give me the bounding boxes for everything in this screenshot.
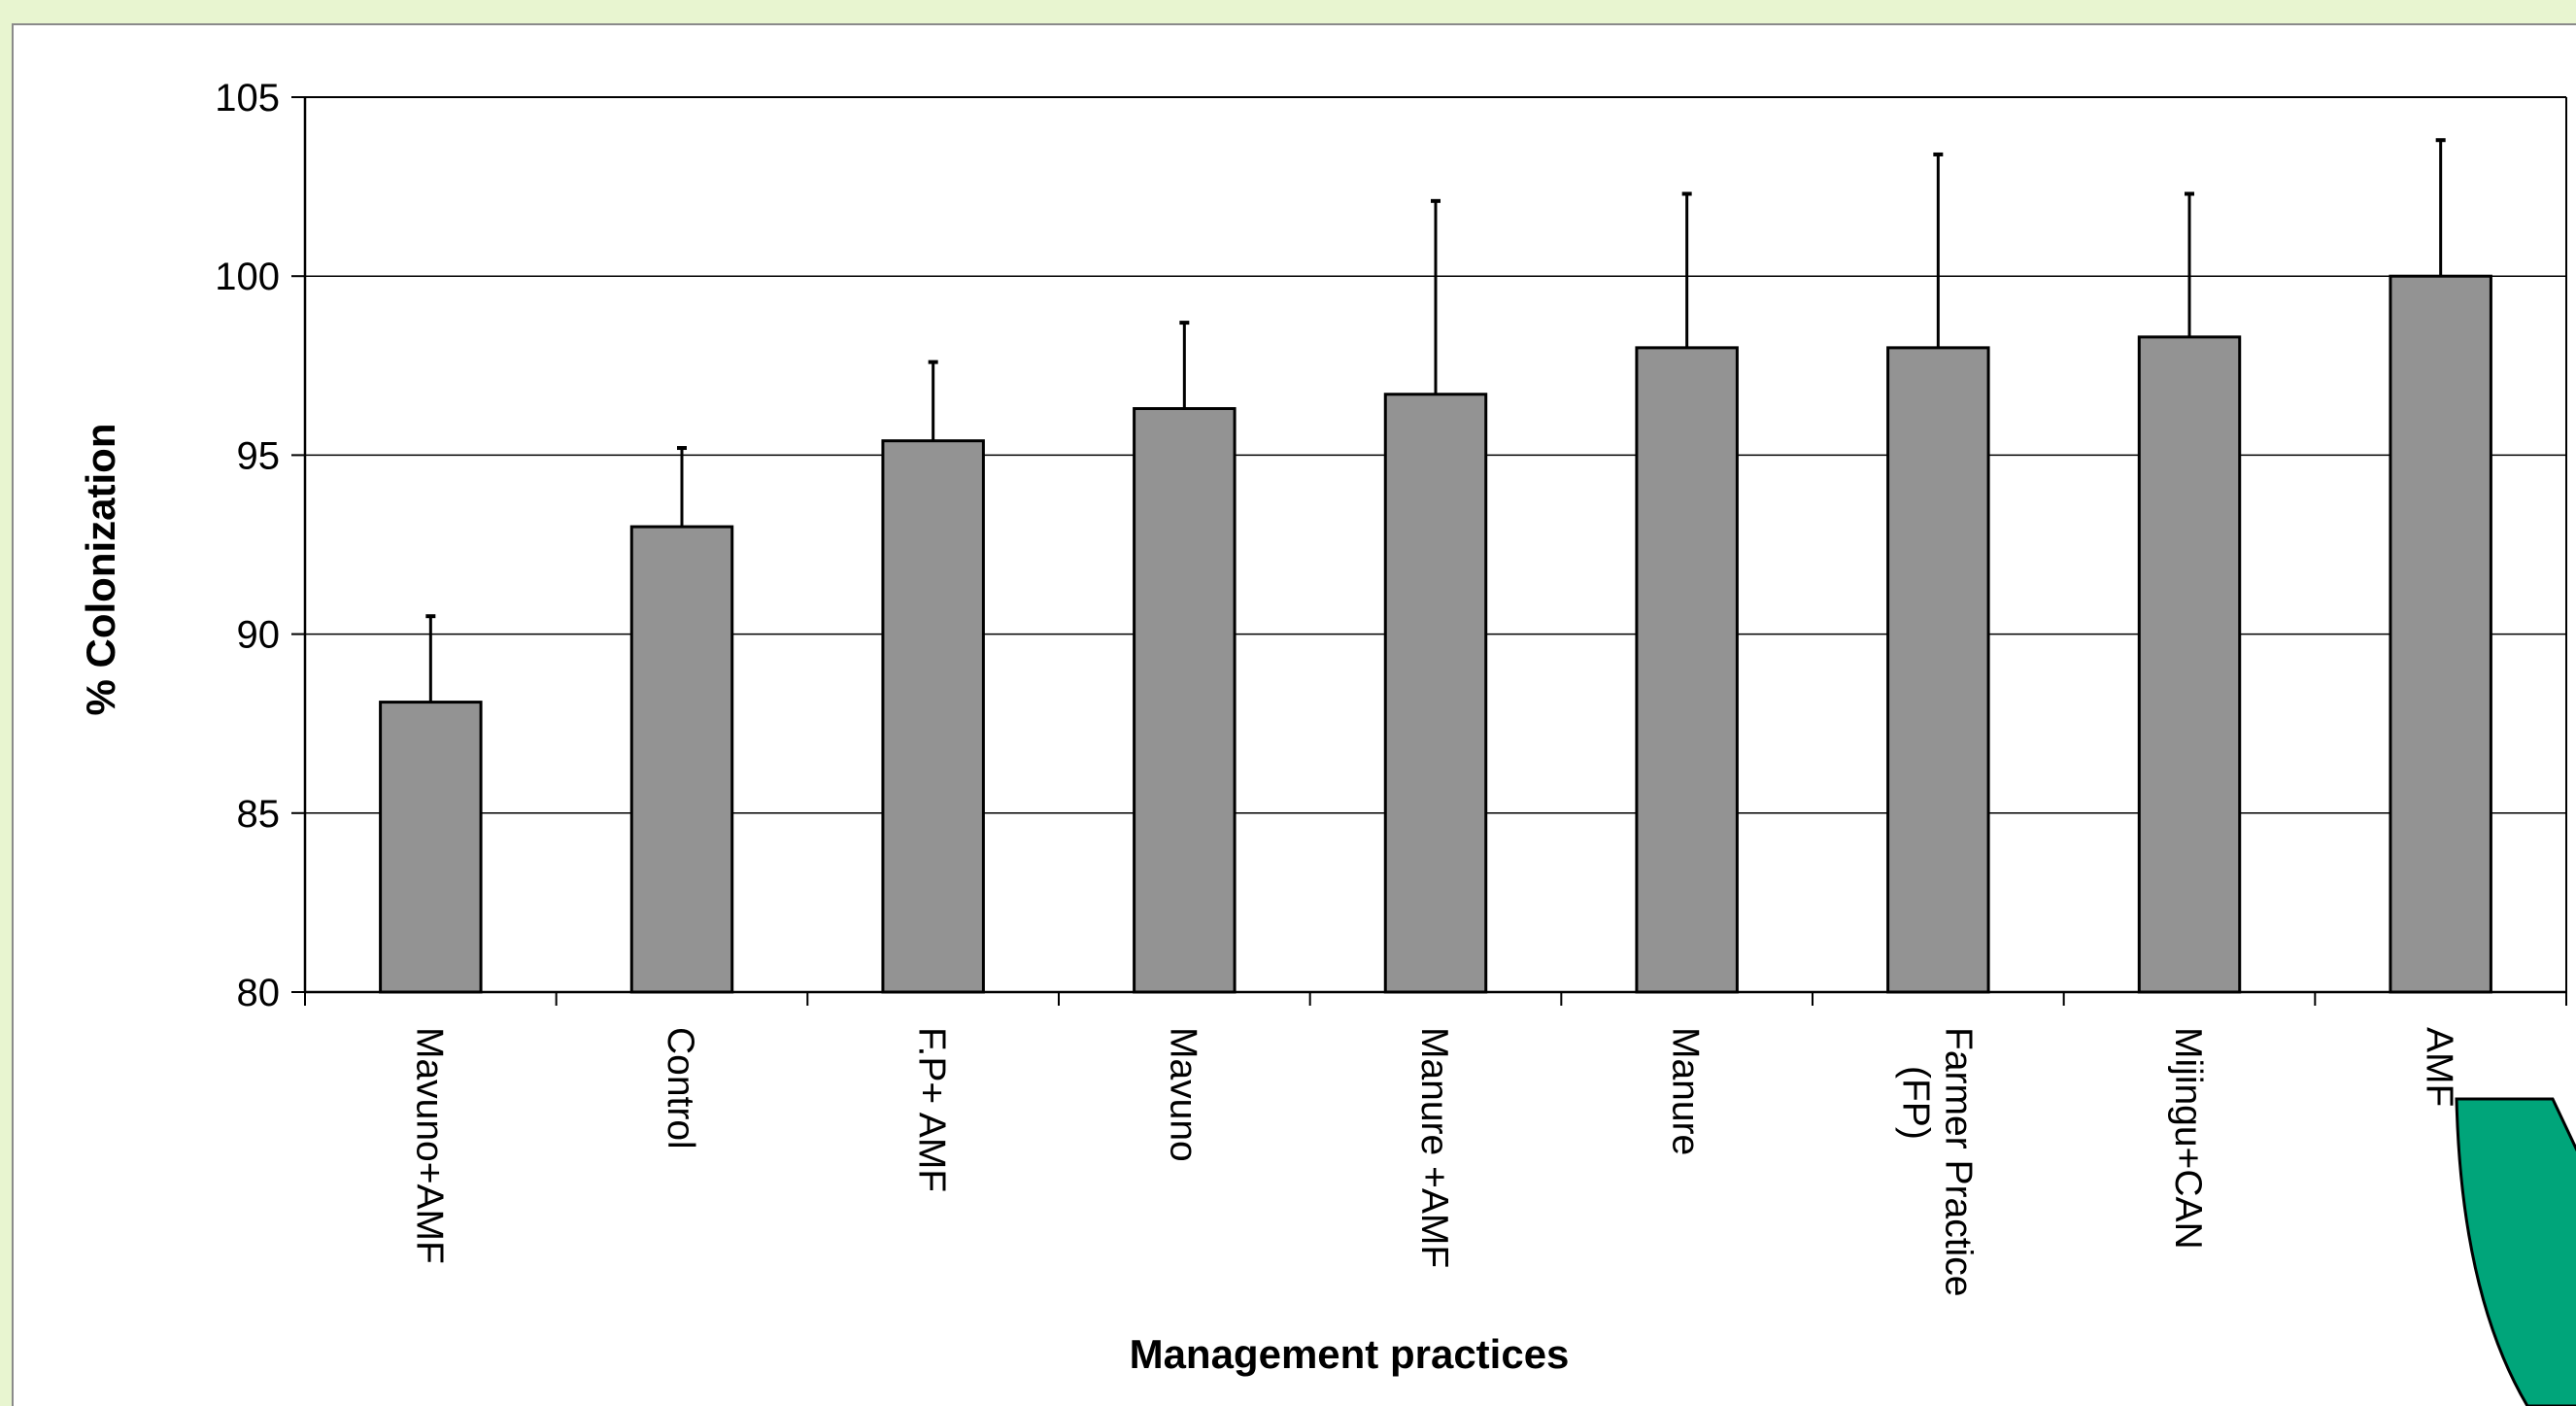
- y-tick-label: 90: [237, 614, 281, 657]
- x-tick-label-text: Farmer Practice(FP): [1894, 1027, 1979, 1296]
- x-tick-label: Mavuno+AMF: [408, 1027, 450, 1264]
- x-tick-label: Mavuno: [1162, 1027, 1203, 1162]
- bar: [1383, 393, 1488, 994]
- y-tick-label: 105: [215, 77, 280, 120]
- x-tick-label: Control: [660, 1027, 701, 1149]
- x-tick-label-text: Control: [660, 1027, 701, 1149]
- x-tick-label-text: Mijingu+CAN: [2167, 1027, 2209, 1250]
- bar: [1886, 346, 1990, 994]
- bar: [629, 525, 734, 994]
- x-tick-label-text: Manure +AMF: [1413, 1027, 1455, 1268]
- chart-frame: 80 85 90 95 100 105 Mavuno+AMF Control F.P+ AMF…: [12, 23, 2576, 1406]
- bar: [1133, 407, 1237, 994]
- x-tick-label-line: Mijingu+CAN: [2167, 1027, 2209, 1250]
- bar: [2137, 335, 2242, 994]
- x-tick-label: Farmer Practice(FP): [1894, 1027, 1979, 1296]
- y-tick-label: 95: [237, 434, 281, 477]
- x-tick-label-text: AMF: [2419, 1027, 2460, 1107]
- y-tick-label: 100: [215, 256, 280, 298]
- x-tick-label-text: F.P+ AMF: [911, 1027, 953, 1192]
- x-tick-label-text: Mavuno: [1162, 1027, 1203, 1162]
- x-tick-label-line: Control: [660, 1027, 701, 1149]
- x-tick-label-text: Mavuno+AMF: [408, 1027, 450, 1264]
- axes: [291, 96, 2567, 1006]
- x-tick-label-text: Manure: [1665, 1027, 1707, 1155]
- x-tick-label: AMF: [2419, 1027, 2460, 1107]
- bars: [379, 274, 2492, 994]
- y-tick-labels: 80 85 90 95 100 105: [215, 77, 280, 1014]
- x-tick-label-line: F.P+ AMF: [911, 1027, 953, 1192]
- x-tick-label: Mijingu+CAN: [2167, 1027, 2209, 1250]
- x-tick-labels: Mavuno+AMF Control F.P+ AMF Mavuno Manure +A…: [408, 1027, 2459, 1296]
- x-axis-title: Management practices: [1130, 1331, 1570, 1377]
- bar: [379, 701, 483, 994]
- bar: [2389, 274, 2492, 994]
- y-tick-label: 80: [237, 972, 281, 1014]
- x-tick-label-line: (FP): [1894, 1066, 1936, 1140]
- x-tick-label: Manure +AMF: [1413, 1027, 1455, 1268]
- bar-chart: 80 85 90 95 100 105 Mavuno+AMF Control F.P+ AMF…: [78, 77, 2576, 1406]
- x-tick-label-line: Farmer Practice: [1937, 1027, 1979, 1296]
- decorative-swoosh: [2455, 1097, 2576, 1406]
- x-tick-label-line: Manure: [1665, 1027, 1707, 1155]
- y-axis-title: % Colonization: [78, 424, 123, 716]
- bar: [1635, 346, 1739, 994]
- x-tick-label-line: Mavuno+AMF: [408, 1027, 450, 1264]
- x-tick-label-line: Manure +AMF: [1413, 1027, 1455, 1268]
- x-tick-label: Manure: [1665, 1027, 1707, 1155]
- bar: [881, 439, 985, 994]
- error-bars: [425, 138, 2446, 703]
- x-tick-label-line: Mavuno: [1162, 1027, 1203, 1162]
- y-tick-label: 85: [237, 793, 281, 836]
- x-tick-label: F.P+ AMF: [911, 1027, 953, 1192]
- x-tick-label-line: AMF: [2419, 1027, 2460, 1107]
